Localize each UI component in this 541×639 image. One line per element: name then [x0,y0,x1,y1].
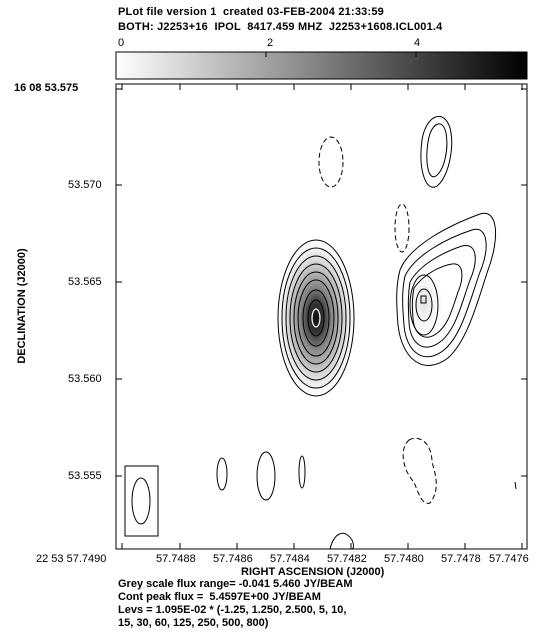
footer-levels-2: 15, 30, 60, 125, 250, 500, 800) [118,617,269,629]
y-tick-label-2: 53.565 [68,276,102,288]
x-tick-label-0: 22 53 57.7490 [36,553,107,565]
n-component-contours [420,116,453,188]
noise-contours [216,451,517,550]
colorbar [115,51,528,80]
y-tick-label-3: 53.560 [68,373,102,385]
plot-header-line1: PLot file version 1 created 03-FEB-2004 … [118,6,384,18]
ne-component-contours [396,212,497,366]
plot-header-line2: BOTH: J2253+16 IPOL 8417.459 MHZ J2253+1… [118,21,443,33]
core-peak-contour [311,308,321,328]
y-tick-label-4: 53.555 [68,470,102,482]
x-tick-label-3: 57.7484 [270,553,310,565]
footer-peak-flux: Cont peak flux = 5.4597E+00 JY/BEAM [118,591,321,603]
y-axis-ticks [116,88,527,477]
x-axis-ticks [121,84,523,549]
core-greyscale [276,238,356,398]
y-tick-label-1: 53.570 [68,179,102,191]
colorbar-label-4: 4 [414,37,421,49]
beam-ellipse [131,477,151,525]
core-contours [277,239,355,397]
x-tick-label-6: 57.7478 [441,553,481,565]
x-axis-label: RIGHT ASCENSION (J2000) [241,566,385,578]
x-tick-label-1: 57.7488 [156,553,196,565]
colorbar-label-2: 2 [267,37,274,49]
x-tick-label-5: 57.7480 [384,553,424,565]
x-tick-label-4: 57.7482 [327,553,367,565]
x-tick-label-2: 57.7486 [213,553,253,565]
colorbar-ticks [115,52,417,57]
footer-levels-1: Levs = 1.095E-02 * (-1.25, 1.250, 2.500,… [118,604,347,616]
colorbar-label-0: 0 [118,37,125,49]
footer-flux-range: Grey scale flux range= -0.041 5.460 JY/B… [118,578,353,590]
y-axis-label: DECLINATION (J2000) [16,248,28,364]
y-tick-label-0: 16 08 53.575 [14,82,79,94]
negative-contours [318,136,437,504]
beam-box [124,465,159,537]
x-tick-label-7: 57.7476 [489,553,529,565]
